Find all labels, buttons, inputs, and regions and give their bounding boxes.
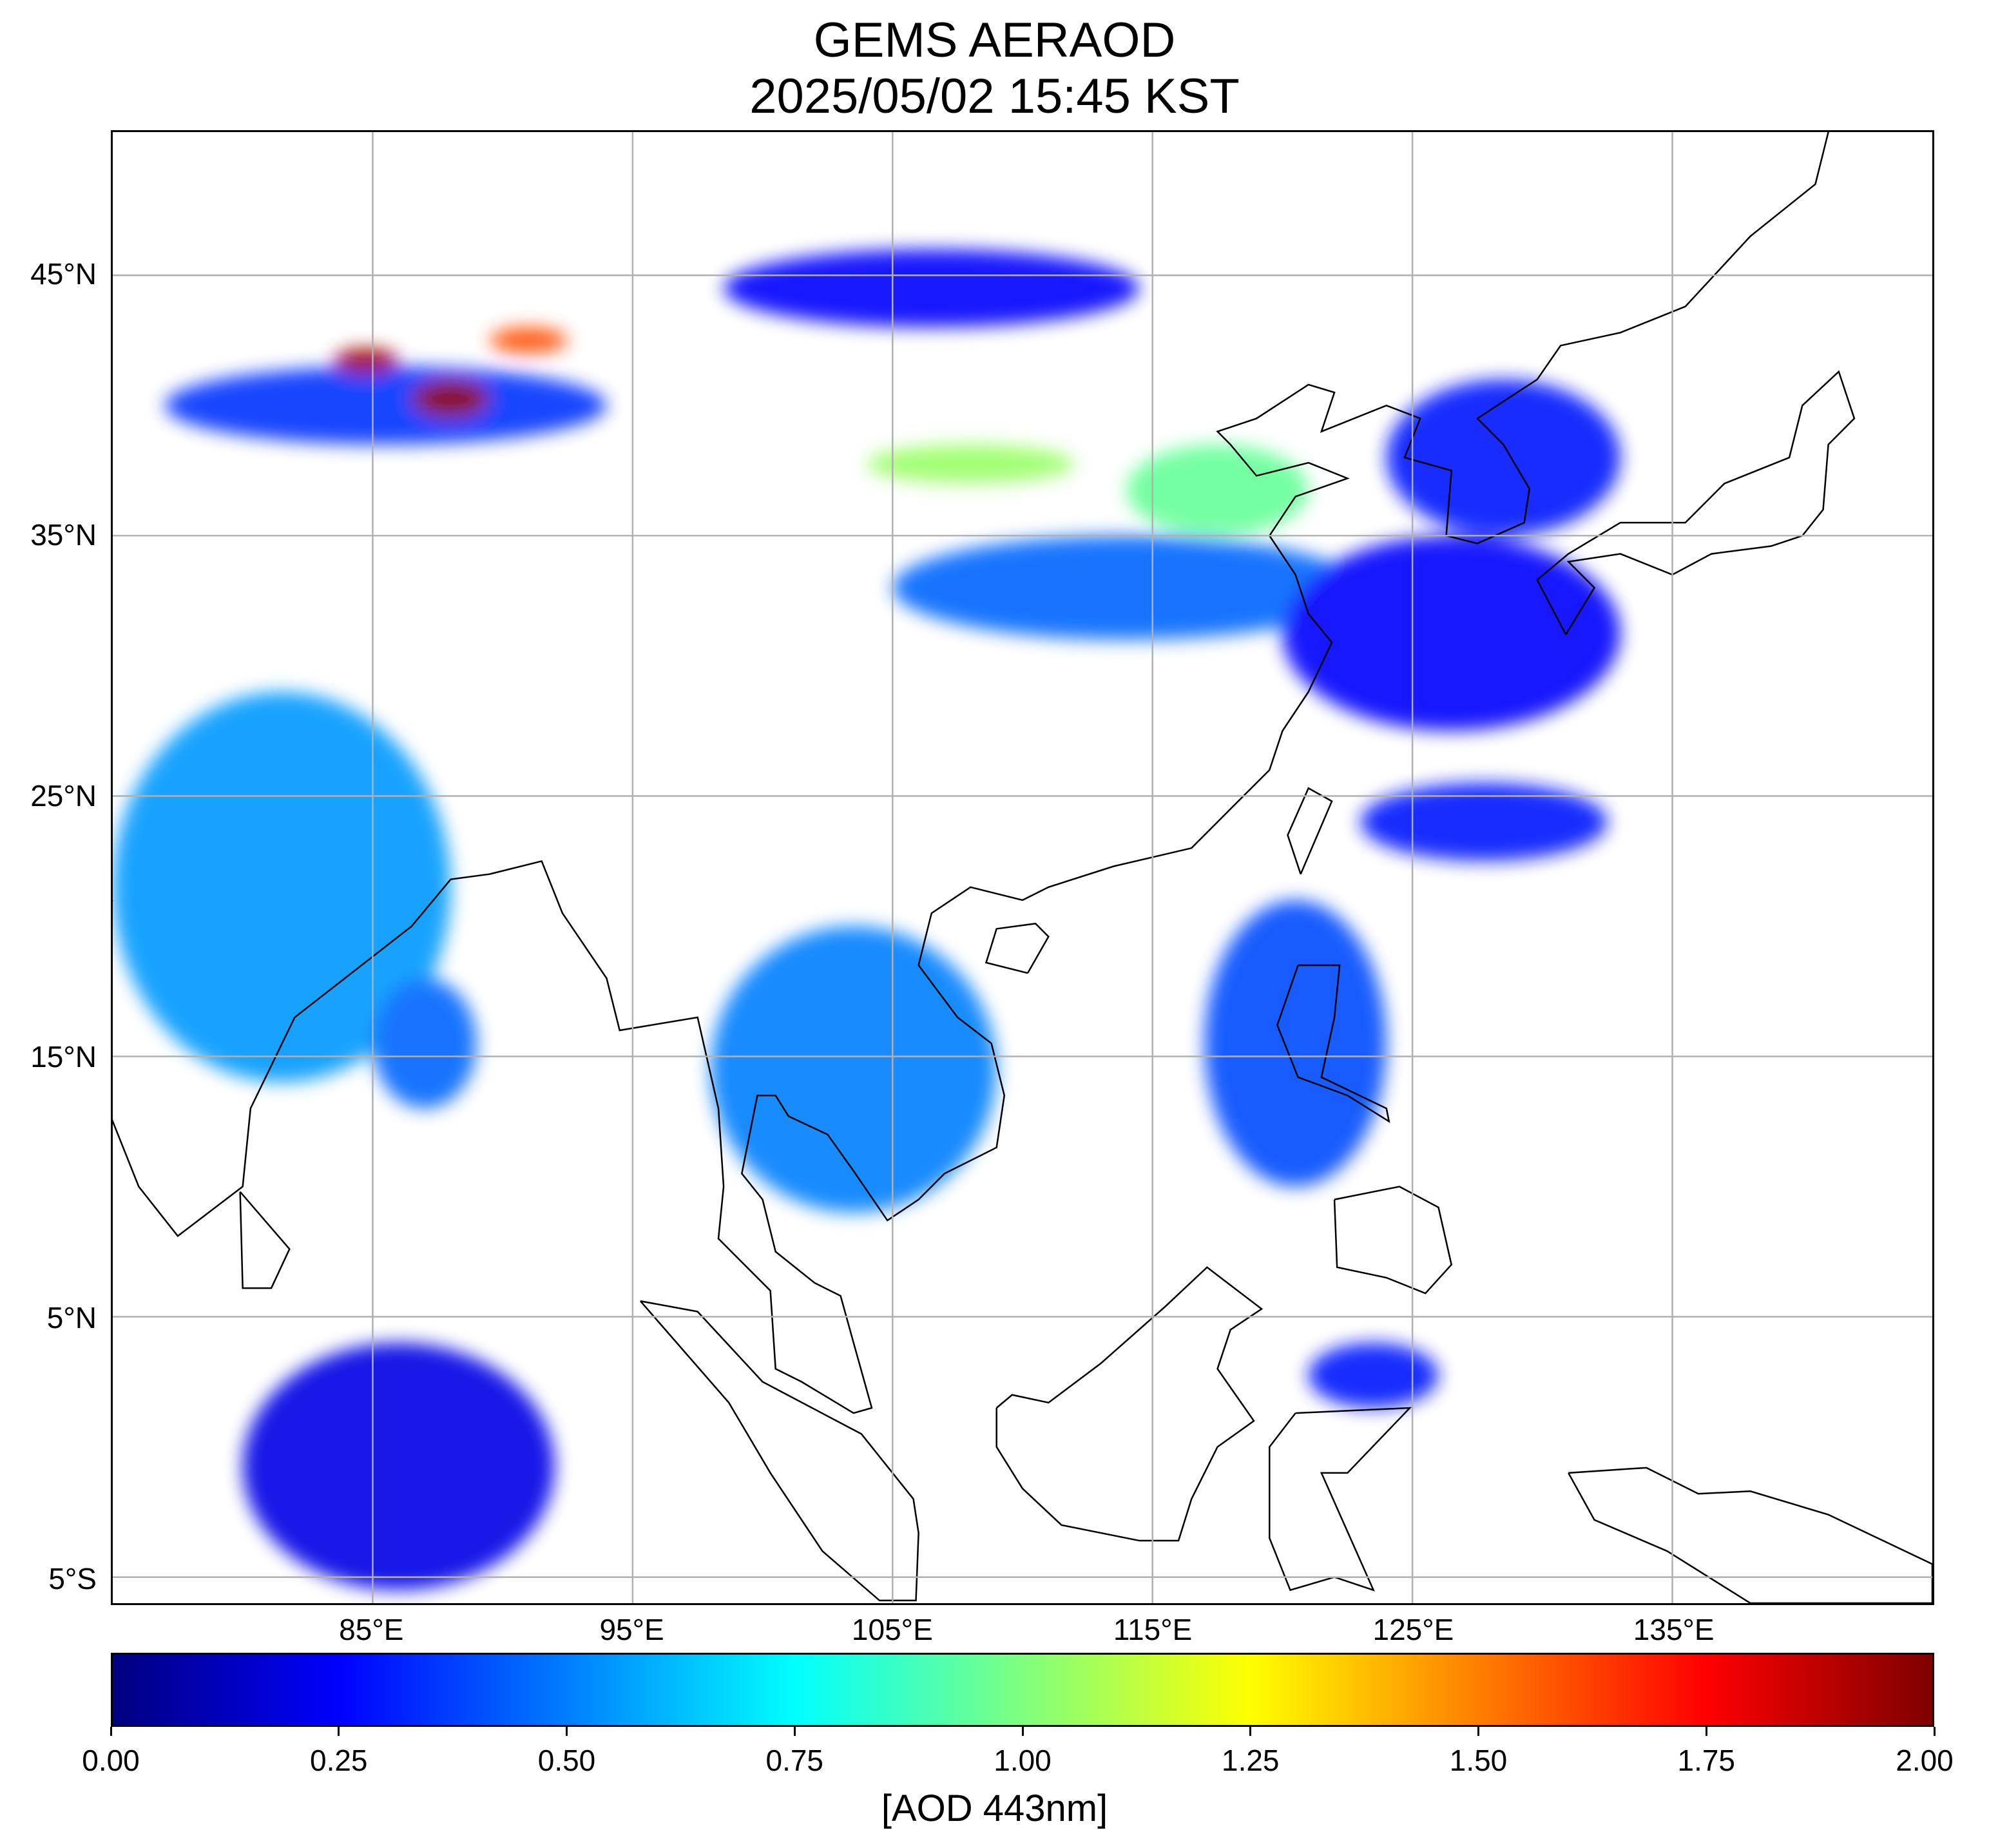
colorbar-tick-mark: [793, 1727, 796, 1736]
coastline-segment: [995, 1266, 1264, 1542]
lon-tick-label: 115°E: [1113, 1613, 1193, 1646]
colorbar-tick-mark: [1705, 1727, 1707, 1736]
colorbar-tick-label: 0.25: [309, 1744, 368, 1777]
aod-region-philippine-sea-band: [1360, 783, 1608, 861]
aod-region-south-china-sea-philippines: [1204, 900, 1387, 1187]
aod-region-central-china-band: [892, 535, 1361, 640]
colorbar-tick-label: 1.00: [994, 1744, 1052, 1777]
aod-region-sulawesi: [1308, 1342, 1439, 1408]
colorbar-tick-label: 1.25: [1221, 1744, 1280, 1777]
lat-tick-label: 45°N: [30, 256, 97, 291]
colorbar-tick-mark: [1477, 1727, 1479, 1736]
lat-tick-label: 25°N: [30, 779, 97, 813]
colorbar-tick-label: 1.50: [1449, 1744, 1508, 1777]
lon-tick-label: 95°E: [599, 1613, 664, 1646]
aod-region-indochina: [710, 926, 997, 1213]
lon-tick-label: 85°E: [339, 1613, 404, 1646]
colorbar-tick-mark: [110, 1727, 112, 1736]
colorbar-label: [AOD 443nm]: [881, 1787, 1108, 1829]
map-timestamp: 2025/05/02 15:45 KST: [749, 69, 1240, 124]
coastline-segment: [1269, 1407, 1412, 1592]
aod-region-east-china-sea: [1282, 535, 1620, 731]
aod-region-ordos-plume: [866, 444, 1075, 484]
aod-region-north-china-plain: [1126, 444, 1309, 536]
aod-layer: [113, 249, 1620, 1590]
aod-region-taklamakan-basin: [164, 366, 607, 445]
colorbar-tick-mark: [1933, 1727, 1936, 1736]
colorbar-tick-label: 1.75: [1677, 1744, 1736, 1777]
aod-region-indo-gangetic-plain: [113, 691, 451, 1083]
coastline-segment: [1568, 1467, 1932, 1603]
colorbar-tick-label: 2.00: [1896, 1744, 1954, 1777]
coastline-segment: [1287, 787, 1333, 875]
colorbar-tick-label: 0.50: [537, 1744, 596, 1777]
coastline-segment: [1536, 370, 1856, 635]
lon-tick-label: 125°E: [1372, 1613, 1454, 1646]
colorbar-tick-mark: [1249, 1727, 1252, 1736]
lon-tick-label: 135°E: [1633, 1613, 1715, 1646]
coastline-segment: [985, 923, 1050, 974]
coastline-segment: [640, 1300, 919, 1602]
lon-tick-label: 105°E: [851, 1613, 933, 1646]
map-title: GEMS AERAOD: [813, 13, 1176, 68]
colorbar-tick-mark: [566, 1727, 568, 1736]
lat-tick-label: 5°N: [46, 1301, 97, 1335]
colorbar-tick-mark: [1021, 1727, 1024, 1736]
aod-region-indian-ocean: [242, 1342, 555, 1590]
aod-region-korea-japan-sea: [1386, 379, 1620, 536]
colorbar-tick-mark: [338, 1727, 340, 1736]
lat-tick-label: 15°N: [30, 1040, 97, 1074]
aod-region-mongolia-band: [724, 249, 1140, 328]
lat-tick-label: 35°N: [30, 517, 97, 552]
aod-region-bay-of-bengal: [372, 978, 477, 1109]
colorbar-tick-label: 0.00: [82, 1744, 140, 1777]
aod-region-taklamakan-hotspot-west: [333, 348, 399, 374]
colorbar: [111, 1653, 1934, 1727]
gridline-layer: [113, 132, 1932, 1603]
aod-region-taklamakan-hotspot-east: [489, 327, 568, 354]
aod-region-taklamakan-hotspot-center: [411, 379, 490, 419]
map-canvas: [113, 132, 1932, 1603]
coastline-segment: [1333, 1186, 1453, 1295]
lat-tick-label: 5°S: [48, 1562, 97, 1596]
coastline-segment: [239, 1191, 291, 1289]
colorbar-tick-label: 0.75: [765, 1744, 824, 1777]
map-frame: [111, 130, 1934, 1605]
coastline-segment: [1276, 964, 1390, 1124]
